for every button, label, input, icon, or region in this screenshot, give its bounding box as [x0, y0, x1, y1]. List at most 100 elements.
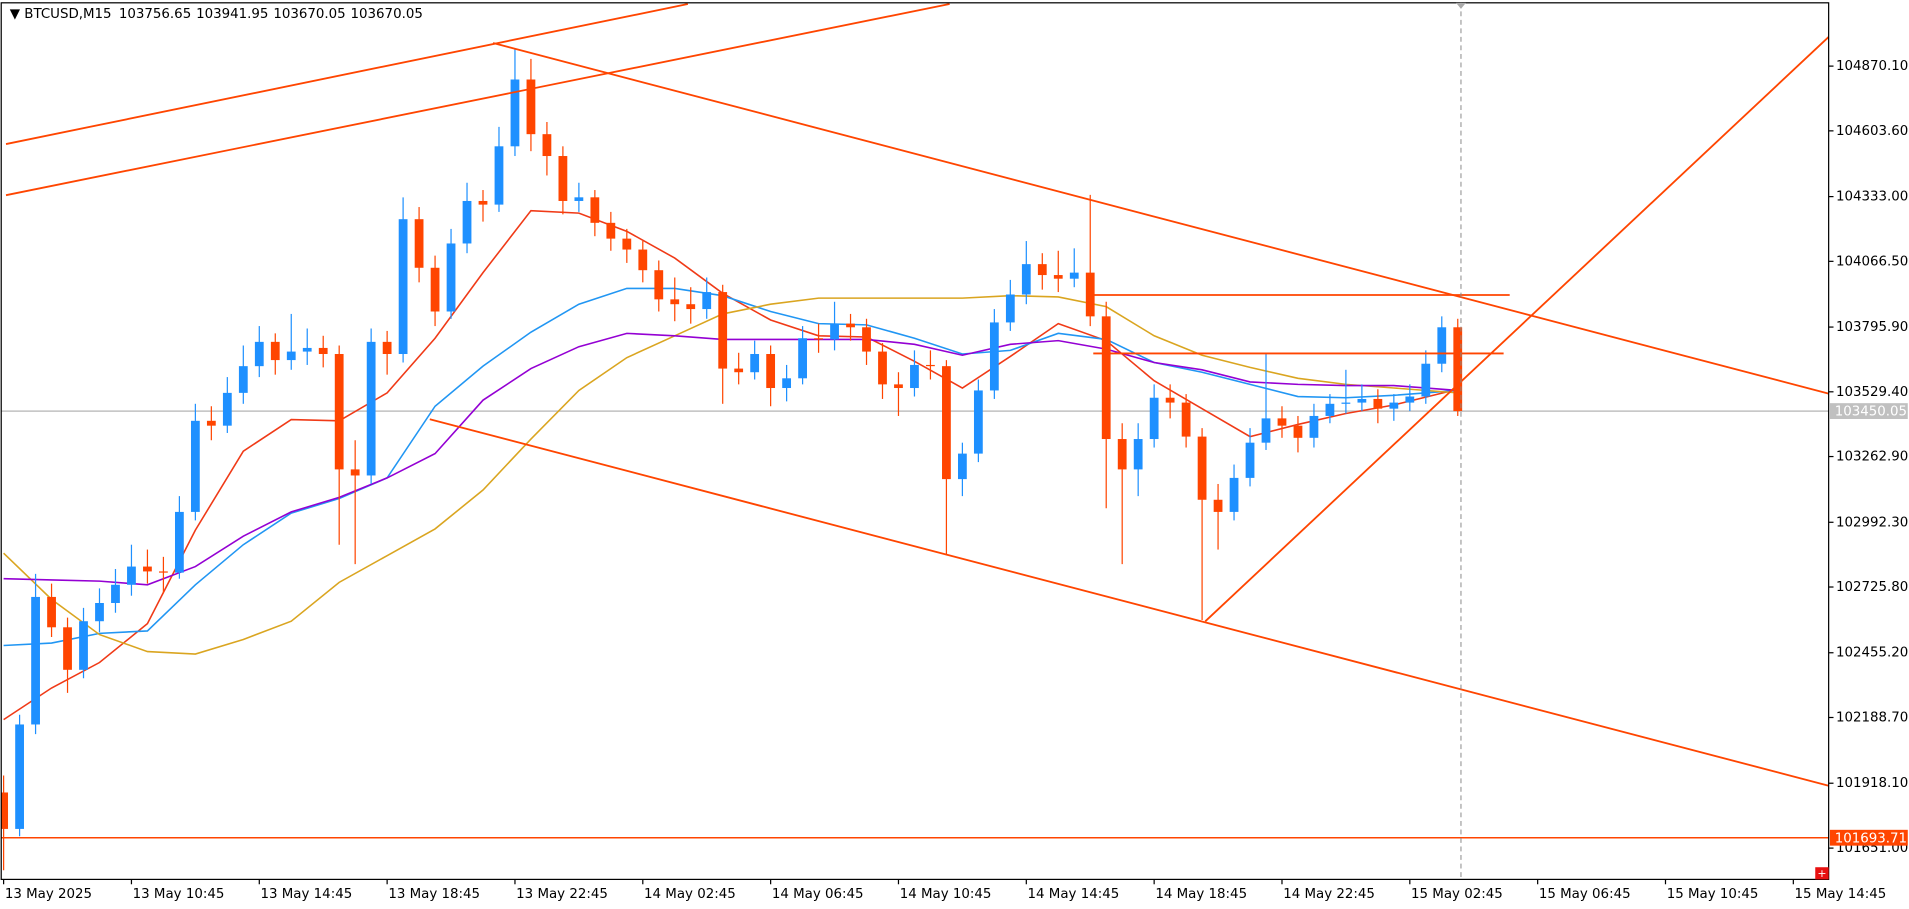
candle-body: [1229, 477, 1239, 512]
x-tick-label: 13 May 2025: [5, 887, 92, 902]
x-tick-label: 15 May 10:45: [1667, 887, 1759, 902]
candle-body: [989, 322, 999, 391]
candle-body: [1389, 402, 1399, 409]
candle-body: [1341, 402, 1351, 404]
candle-body: [334, 354, 344, 470]
candle-body: [1, 792, 9, 829]
candle-body: [1213, 499, 1223, 512]
price-label-box: [1829, 403, 1908, 419]
candle-body: [350, 469, 360, 476]
x-tick-label: 15 May 06:45: [1539, 887, 1631, 902]
y-tick-label: 102992.30: [1836, 515, 1908, 530]
candle-body: [478, 200, 488, 205]
candle-body: [814, 338, 823, 340]
header-close: 103670.05: [351, 7, 423, 22]
y-tick-label: 101918.10: [1836, 776, 1908, 791]
candle-body: [79, 621, 88, 670]
candle-body: [47, 596, 56, 628]
candle-body: [846, 323, 855, 328]
candle-body: [1325, 403, 1335, 416]
header-low: 103670.05: [273, 7, 345, 22]
candle-body: [1405, 396, 1415, 403]
candle-body: [302, 347, 312, 352]
y-tick-label: 103529.40: [1836, 385, 1908, 400]
candle-body: [446, 243, 456, 312]
add-button-icon[interactable]: +: [1817, 867, 1826, 880]
candle-body: [750, 354, 760, 373]
trendline: [5, 3, 689, 145]
candle-body: [606, 222, 616, 239]
candle-body: [190, 420, 200, 512]
candle-body: [1181, 402, 1191, 437]
candle-body: [1453, 327, 1463, 412]
y-tick-label: 104870.10: [1836, 59, 1908, 74]
x-tick-label: 15 May 02:45: [1411, 887, 1503, 902]
candle-body: [366, 341, 376, 476]
x-tick-label: 13 May 18:45: [388, 887, 480, 902]
y-tick-label: 104603.60: [1836, 124, 1908, 139]
candle-body: [398, 219, 408, 355]
candle-body: [1021, 264, 1031, 295]
price-label: 103450.05: [1835, 405, 1907, 420]
chart-title: BTCUSD,M15: [24, 7, 111, 22]
candle-body: [782, 378, 792, 389]
candle-body: [862, 327, 871, 352]
candle-body: [702, 292, 712, 310]
x-tick-label: 14 May 02:45: [644, 887, 736, 902]
candle-body: [494, 146, 504, 205]
candle-body: [973, 390, 983, 454]
candle-body: [1069, 272, 1079, 279]
plot-frame: [0, 2, 1830, 881]
candle-body: [270, 341, 280, 361]
candle-body: [222, 392, 232, 426]
candle-body: [1085, 272, 1095, 317]
candle-body: [526, 79, 536, 135]
y-tick-label: 103795.90: [1836, 320, 1908, 335]
candle-body: [318, 347, 328, 355]
x-tick-label: 15 May 14:45: [1795, 887, 1887, 902]
y-tick-label: 103262.90: [1836, 450, 1908, 465]
x-tick-label: 14 May 10:45: [900, 887, 992, 902]
candle-body: [686, 304, 696, 310]
header-high: 103941.95: [196, 7, 268, 22]
candle-body: [1373, 398, 1383, 409]
candle-body: [654, 270, 664, 300]
add-button[interactable]: [1815, 867, 1829, 880]
candle-body: [382, 341, 392, 355]
x-tick-label: 13 May 14:45: [261, 887, 353, 902]
candle-body: [1005, 294, 1015, 323]
candle-body: [622, 238, 632, 250]
candle-body: [254, 341, 264, 367]
y-tick-label: 102455.20: [1836, 646, 1908, 661]
candle-body: [206, 420, 216, 426]
candle-body: [1277, 418, 1287, 426]
candle-body: [766, 354, 776, 389]
candle-body: [1165, 397, 1175, 403]
trendline: [5, 3, 950, 197]
candle-body: [1037, 264, 1047, 276]
candle-body: [1053, 275, 1063, 279]
candle-body: [1437, 327, 1447, 364]
candle-body: [942, 366, 951, 480]
axes: 104870.10 104603.60 104333.00 104066.50 1037…: [3, 59, 1908, 902]
candle-body: [414, 219, 424, 268]
y-tick-label: 104066.50: [1836, 254, 1908, 269]
candle-body: [462, 200, 472, 244]
header-open: 103756.65: [119, 7, 191, 22]
candle-body: [510, 79, 520, 147]
price-label-box: [1829, 829, 1908, 846]
candle-body: [174, 511, 184, 573]
candle-body: [734, 368, 744, 373]
candle-body: [31, 596, 40, 725]
candle-body: [558, 156, 568, 201]
candle-body: [15, 724, 24, 829]
candle-body: [718, 292, 728, 369]
trendline: [492, 42, 1829, 395]
x-tick-label: 14 May 22:45: [1283, 887, 1375, 902]
candle-body: [574, 197, 584, 201]
candle-body: [430, 267, 440, 312]
y-tick-label: 104333.00: [1836, 190, 1908, 205]
candle-body: [542, 134, 552, 157]
